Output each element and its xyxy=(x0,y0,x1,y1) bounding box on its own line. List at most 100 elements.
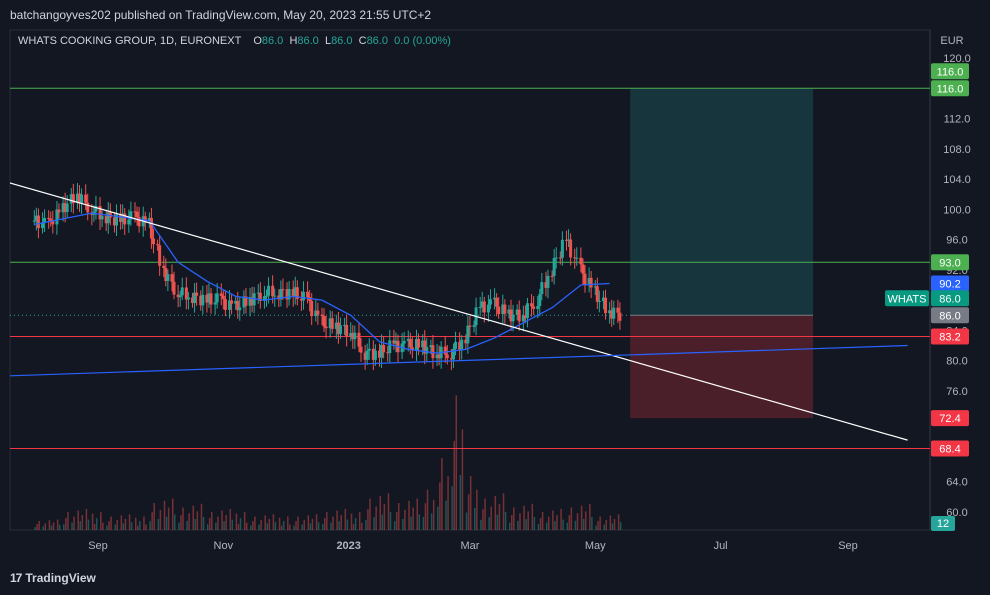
volume-bar xyxy=(552,510,554,530)
volume-bar xyxy=(447,476,449,530)
candle-body xyxy=(530,303,534,307)
volume-bar xyxy=(268,518,271,530)
currency-label: EUR xyxy=(940,35,963,47)
volume-bar xyxy=(599,516,601,530)
volume-bar xyxy=(350,513,353,530)
candle-body xyxy=(219,293,223,296)
candle-body xyxy=(406,338,410,341)
candle-body xyxy=(78,193,82,204)
volume-bar xyxy=(361,522,363,530)
candle-body xyxy=(334,322,338,329)
price-label-text: 83.2 xyxy=(939,331,960,343)
volume-bar xyxy=(408,500,410,530)
candle-body xyxy=(589,277,593,288)
candle-body xyxy=(256,292,260,294)
volume-bar xyxy=(354,518,357,530)
volume-bar xyxy=(591,517,593,530)
candle-body xyxy=(213,302,217,305)
candle-body xyxy=(215,293,219,303)
volume-bar xyxy=(412,507,414,530)
volume-bar xyxy=(309,523,312,530)
candle-body xyxy=(114,214,118,226)
y-tick-label: 96.0 xyxy=(946,235,967,247)
volume-bar xyxy=(358,512,361,530)
volume-bar xyxy=(48,520,51,530)
volume-bar xyxy=(282,521,285,530)
volume-label-text: 12 xyxy=(937,518,949,530)
volume-bar xyxy=(613,518,616,530)
candle-body xyxy=(431,345,435,359)
candle-body xyxy=(449,358,453,360)
volume-bar xyxy=(102,522,104,530)
volume-bar xyxy=(149,521,151,530)
candle-body xyxy=(293,287,297,297)
legend-high-value: 86.0 xyxy=(297,35,319,47)
candle-body xyxy=(221,296,225,300)
candle-body xyxy=(170,274,174,282)
y-tick-label: 100.0 xyxy=(943,204,971,216)
candle-body xyxy=(123,213,127,225)
candle-body xyxy=(316,310,320,315)
candle-body xyxy=(345,324,349,337)
candle-body xyxy=(310,300,314,317)
tradingview-logo[interactable]: 17 TradingView xyxy=(10,571,96,585)
candle-body xyxy=(51,221,55,225)
volume-bar xyxy=(114,524,116,530)
candle-body xyxy=(201,294,205,306)
candle-body xyxy=(301,291,305,301)
volume-bar xyxy=(215,522,217,530)
candle-body xyxy=(336,322,340,335)
volume-bar xyxy=(106,525,108,530)
volume-bar xyxy=(100,512,102,530)
candle-body xyxy=(507,309,511,314)
candle-body xyxy=(478,306,482,308)
volume-bar xyxy=(237,524,240,530)
volume-bar xyxy=(566,522,568,530)
candle-body xyxy=(414,338,418,351)
candle-body xyxy=(386,352,390,354)
volume-bar xyxy=(424,503,427,530)
candle-body xyxy=(127,219,131,225)
legend-close-label: C xyxy=(358,35,367,47)
candle-body xyxy=(262,296,266,301)
candle-body xyxy=(238,307,242,311)
candle-body xyxy=(291,288,295,297)
candle-body xyxy=(156,244,160,246)
volume-bar xyxy=(453,440,455,530)
candle-body xyxy=(515,309,519,315)
trendline xyxy=(10,182,908,441)
volume-bar xyxy=(340,515,342,530)
candle-body xyxy=(608,310,612,314)
candle-body xyxy=(106,212,110,224)
volume-bar xyxy=(122,523,125,530)
candle-body xyxy=(610,310,614,319)
volume-bar xyxy=(280,525,283,530)
price-label-text: 116.0 xyxy=(937,83,964,95)
candle-body xyxy=(164,268,168,281)
volume-bar xyxy=(560,509,562,530)
candle-body xyxy=(525,303,529,319)
candle-body xyxy=(133,211,137,213)
candle-body xyxy=(195,292,199,296)
volume-bar xyxy=(365,519,367,530)
volume-bar xyxy=(395,512,398,530)
volume-bar xyxy=(474,507,476,530)
volume-bar xyxy=(541,512,544,530)
volume-bar xyxy=(58,524,61,530)
price-label-box xyxy=(931,254,969,271)
candle-body xyxy=(550,275,554,277)
volume-bar xyxy=(480,519,482,530)
volume-bar xyxy=(498,503,501,530)
candle-body xyxy=(359,346,363,353)
chart-area[interactable]: 60.064.068.072.076.080.084.088.092.096.0… xyxy=(0,28,990,562)
volume-bar xyxy=(404,509,406,530)
candle-body xyxy=(57,209,61,213)
candle-body xyxy=(521,315,525,322)
candle-body xyxy=(119,214,123,222)
candle-body xyxy=(162,265,166,269)
volume-bar xyxy=(56,519,59,530)
volume-bar xyxy=(346,519,349,530)
candle-body xyxy=(373,350,377,360)
y-tick-label: 112.0 xyxy=(944,114,971,126)
volume-bar xyxy=(202,517,205,530)
